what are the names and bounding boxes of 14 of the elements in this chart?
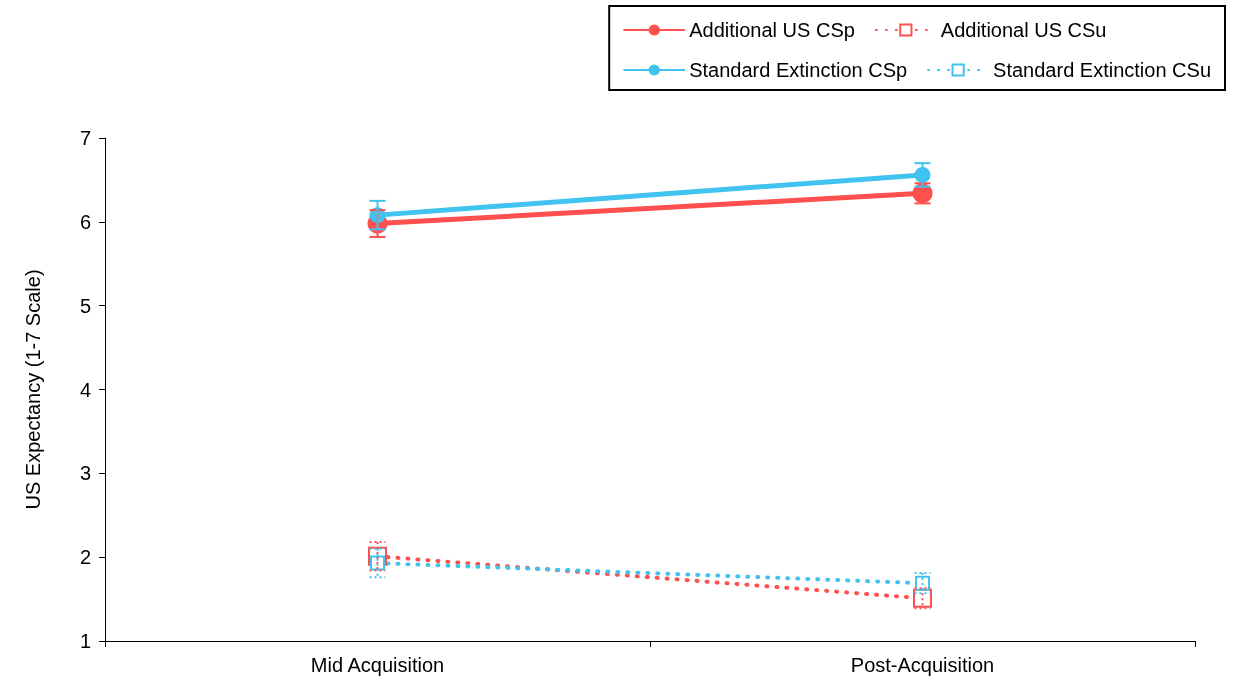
x-tick-label: Mid Acquisition bbox=[310, 654, 445, 676]
y-tick-label: 7 bbox=[79, 127, 91, 149]
y-axis-title: US Expectancy (1-7 Scale) bbox=[22, 269, 44, 510]
x-tick-label: Post-Acquisition bbox=[850, 654, 995, 676]
y-tick-label: 3 bbox=[79, 462, 91, 485]
legend-label: Standard Extinction CSp bbox=[689, 59, 908, 81]
legend-label: Additional US CSp bbox=[689, 19, 855, 41]
y-tick-label: 1 bbox=[79, 630, 91, 652]
y-tick-label: 5 bbox=[79, 294, 91, 317]
y-tick-label: 4 bbox=[79, 378, 91, 401]
legend-label: Additional US CSu bbox=[940, 19, 1107, 41]
legend-label: Standard Extinction CSu bbox=[993, 59, 1212, 81]
y-tick-label: 2 bbox=[79, 546, 91, 569]
y-tick-label: 6 bbox=[79, 210, 91, 233]
